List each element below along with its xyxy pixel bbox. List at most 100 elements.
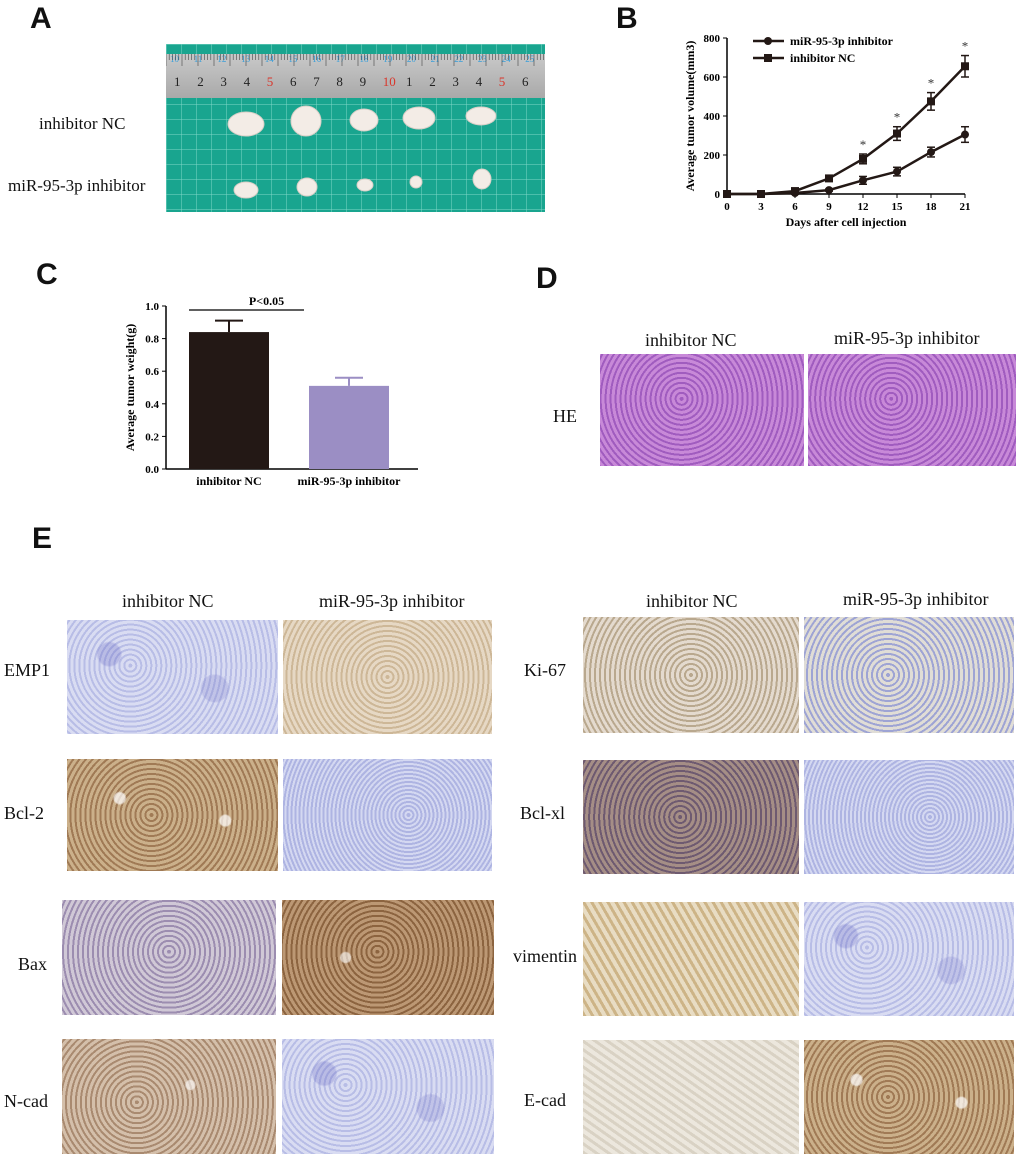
ihc-ncad-inhibitor-image [282,1039,494,1154]
bar [309,385,389,469]
data-point [927,148,935,157]
ihc-left-col-label-inhibitor: miR-95-3p inhibitor [319,591,465,611]
y-tick-label: 0 [715,189,721,201]
ihc-vimentin-nc-image [583,902,799,1016]
ruler-top-number: 15 [288,54,298,64]
data-point [961,130,969,139]
y-tick-label: 200 [704,150,721,162]
weight-chart-bars: P<0.05 [189,294,389,469]
ruler-top-number: 10 [170,54,180,64]
data-point [927,97,935,106]
panel-letter-d: D [536,262,558,295]
data-point [961,62,969,71]
ruler-top-number: 25 [525,54,535,64]
ihc-ki67-nc-image [583,617,799,733]
ruler: 10 11 12 13 14 15 16 17 18 19 20 21 22 23 24 25 1 2 3 4 5 6 7 8… [166,54,545,98]
ruler-bottom-number: 7 [313,74,320,89]
tumor-inh-3 [356,178,374,192]
y-tick-label: 0.6 [145,366,159,378]
legend-marker [764,37,772,45]
ihc-right-col-label-nc: inhibitor NC [646,591,738,611]
y-tick-label: 0.8 [145,334,159,346]
legend-marker [764,54,772,62]
ihc-row-label-ecad: E-cad [524,1090,566,1110]
data-point [859,154,867,163]
x-axis-title: Days after cell injection [786,215,907,229]
tumor-nc-2 [290,105,322,137]
tumor-inh-4 [409,175,423,189]
ruler-top-number: 20 [407,54,417,64]
ruler-bottom-number: 5 [499,74,506,89]
ruler-bottom-number: 6 [290,74,297,89]
panel-letter-b: B [616,2,638,35]
ruler-top-number: 24 [502,54,512,64]
ihc-bclxl-nc-image [583,760,799,874]
ihc-row-label-ncad: N-cad [4,1091,48,1111]
data-point [893,167,901,176]
data-point [825,186,833,195]
x-tick-label: 0 [724,201,730,213]
data-point [791,187,799,196]
ihc-bax-inhibitor-image [282,900,494,1015]
x-tick-label: 18 [926,201,938,213]
panel-letter-a: A [30,2,52,35]
ruler-top-number: 16 [312,54,322,64]
y-tick-label: 800 [704,33,721,45]
legend-label: inhibitor NC [790,51,855,65]
x-tick-label: 12 [858,201,870,213]
ihc-bcl2-inhibitor-image [283,759,492,871]
category-label: inhibitor NC [196,474,261,488]
ruler-bottom-number: 10 [383,74,396,89]
panel-a-photo: 10 11 12 13 14 15 16 17 18 19 20 21 22 23 24 25 1 2 3 4 5 6 7 8… [166,44,545,212]
ruler-bottom-number: 3 [220,74,227,89]
ihc-bax-nc-image [62,900,276,1015]
he-image-nc [600,354,804,466]
ruler-bottom-number: 4 [476,74,483,89]
ruler-bottom-number: 9 [360,74,367,89]
y-axis-title: Average tumor volume(mm3) [683,41,697,192]
ihc-ecad-inhibitor-image [804,1040,1014,1154]
ruler-bottom-number: 5 [267,74,274,89]
x-tick-label: 6 [792,201,798,213]
x-tick-label: 9 [826,201,832,213]
y-tick-label: 0.0 [145,464,159,476]
volume-chart-series: * * * * [723,39,969,198]
ihc-emp1-nc-image [67,620,278,734]
ihc-ncad-nc-image [62,1039,276,1154]
he-row-label: HE [553,406,577,426]
row-label-inhibitor-nc: inhibitor NC [39,114,126,133]
ruler-bottom-number: 1 [406,74,413,89]
data-point [859,176,867,185]
ihc-vimentin-inhibitor-image [804,902,1014,1016]
panel-letter-c: C [36,258,58,291]
volume-chart-axes: 0 200 400 600 800 0 3 6 9 12 15 18 21 Days after cell… [683,33,971,229]
data-point [723,190,731,198]
ruler-bottom-number: 1 [174,74,181,89]
significance-star: * [860,137,867,152]
ihc-row-label-vimentin: vimentin [513,946,577,966]
data-point [757,190,765,198]
legend-label: miR-95-3p inhibitor [790,34,894,48]
y-tick-label: 0.2 [145,431,159,443]
ihc-row-label-bax: Bax [18,954,47,974]
series-line [727,133,966,196]
ihc-bclxl-inhibitor-image [804,760,1014,874]
y-tick-label: 600 [704,72,721,84]
tumor-inh-2 [296,177,318,197]
ihc-row-label-bcl2: Bcl-2 [4,803,44,823]
ihc-right-col-label-inhibitor: miR-95-3p inhibitor [843,589,989,609]
tumor-nc-4 [402,106,436,130]
data-point [825,174,833,183]
he-image-inhibitor [808,354,1016,466]
tumor-weight-chart: 0.0 0.2 0.4 0.6 0.8 1.0 Average tumor weight(g… [123,294,418,488]
ruler-bottom-number: 8 [336,74,343,89]
row-label-mir-inhibitor: miR-95-3p inhibitor [8,176,146,195]
p-value-label: P<0.05 [249,294,284,308]
ihc-row-label-ki67: Ki-67 [524,660,566,680]
tumor-inh-5 [472,168,492,190]
ihc-bcl2-nc-image [67,759,278,871]
tumor-nc-5 [465,106,497,126]
significance-star: * [962,39,969,54]
ihc-emp1-inhibitor-image [283,620,492,734]
significance-star: * [928,76,935,91]
